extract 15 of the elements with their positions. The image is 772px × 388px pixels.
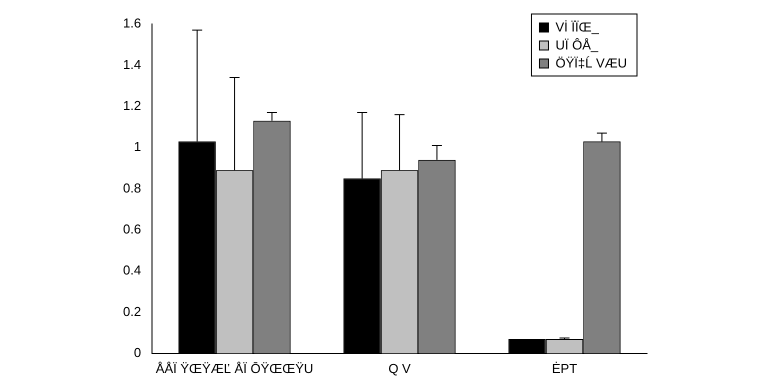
- legend-label: UÏ ÔÅ_: [555, 38, 599, 53]
- y-tick-label: 1: [134, 139, 142, 154]
- x-tick-label: ĖPT: [552, 360, 578, 376]
- y-tick-label: 1.4: [122, 56, 142, 72]
- x-tick-label: ÅÅÏ ŸŒŸÆĽ ÅÏ ŌŸŒŒŸU: [156, 360, 314, 376]
- y-tick-label: 1.6: [122, 16, 142, 31]
- y-tick-label: 0: [134, 344, 142, 360]
- y-tick-label: 0.2: [122, 304, 142, 319]
- legend-label: Vİ ÏÏŒ_: [555, 20, 600, 35]
- y-tick-label: 0.4: [122, 262, 142, 278]
- y-tick-label: 0.8: [122, 180, 142, 196]
- y-tick-label: 0.6: [122, 221, 142, 236]
- x-tick-label: Q V: [388, 360, 412, 376]
- legend-label: ÖŸÏ‡Ĺ VÆU: [555, 56, 628, 71]
- y-tick-label: 1.2: [122, 98, 142, 113]
